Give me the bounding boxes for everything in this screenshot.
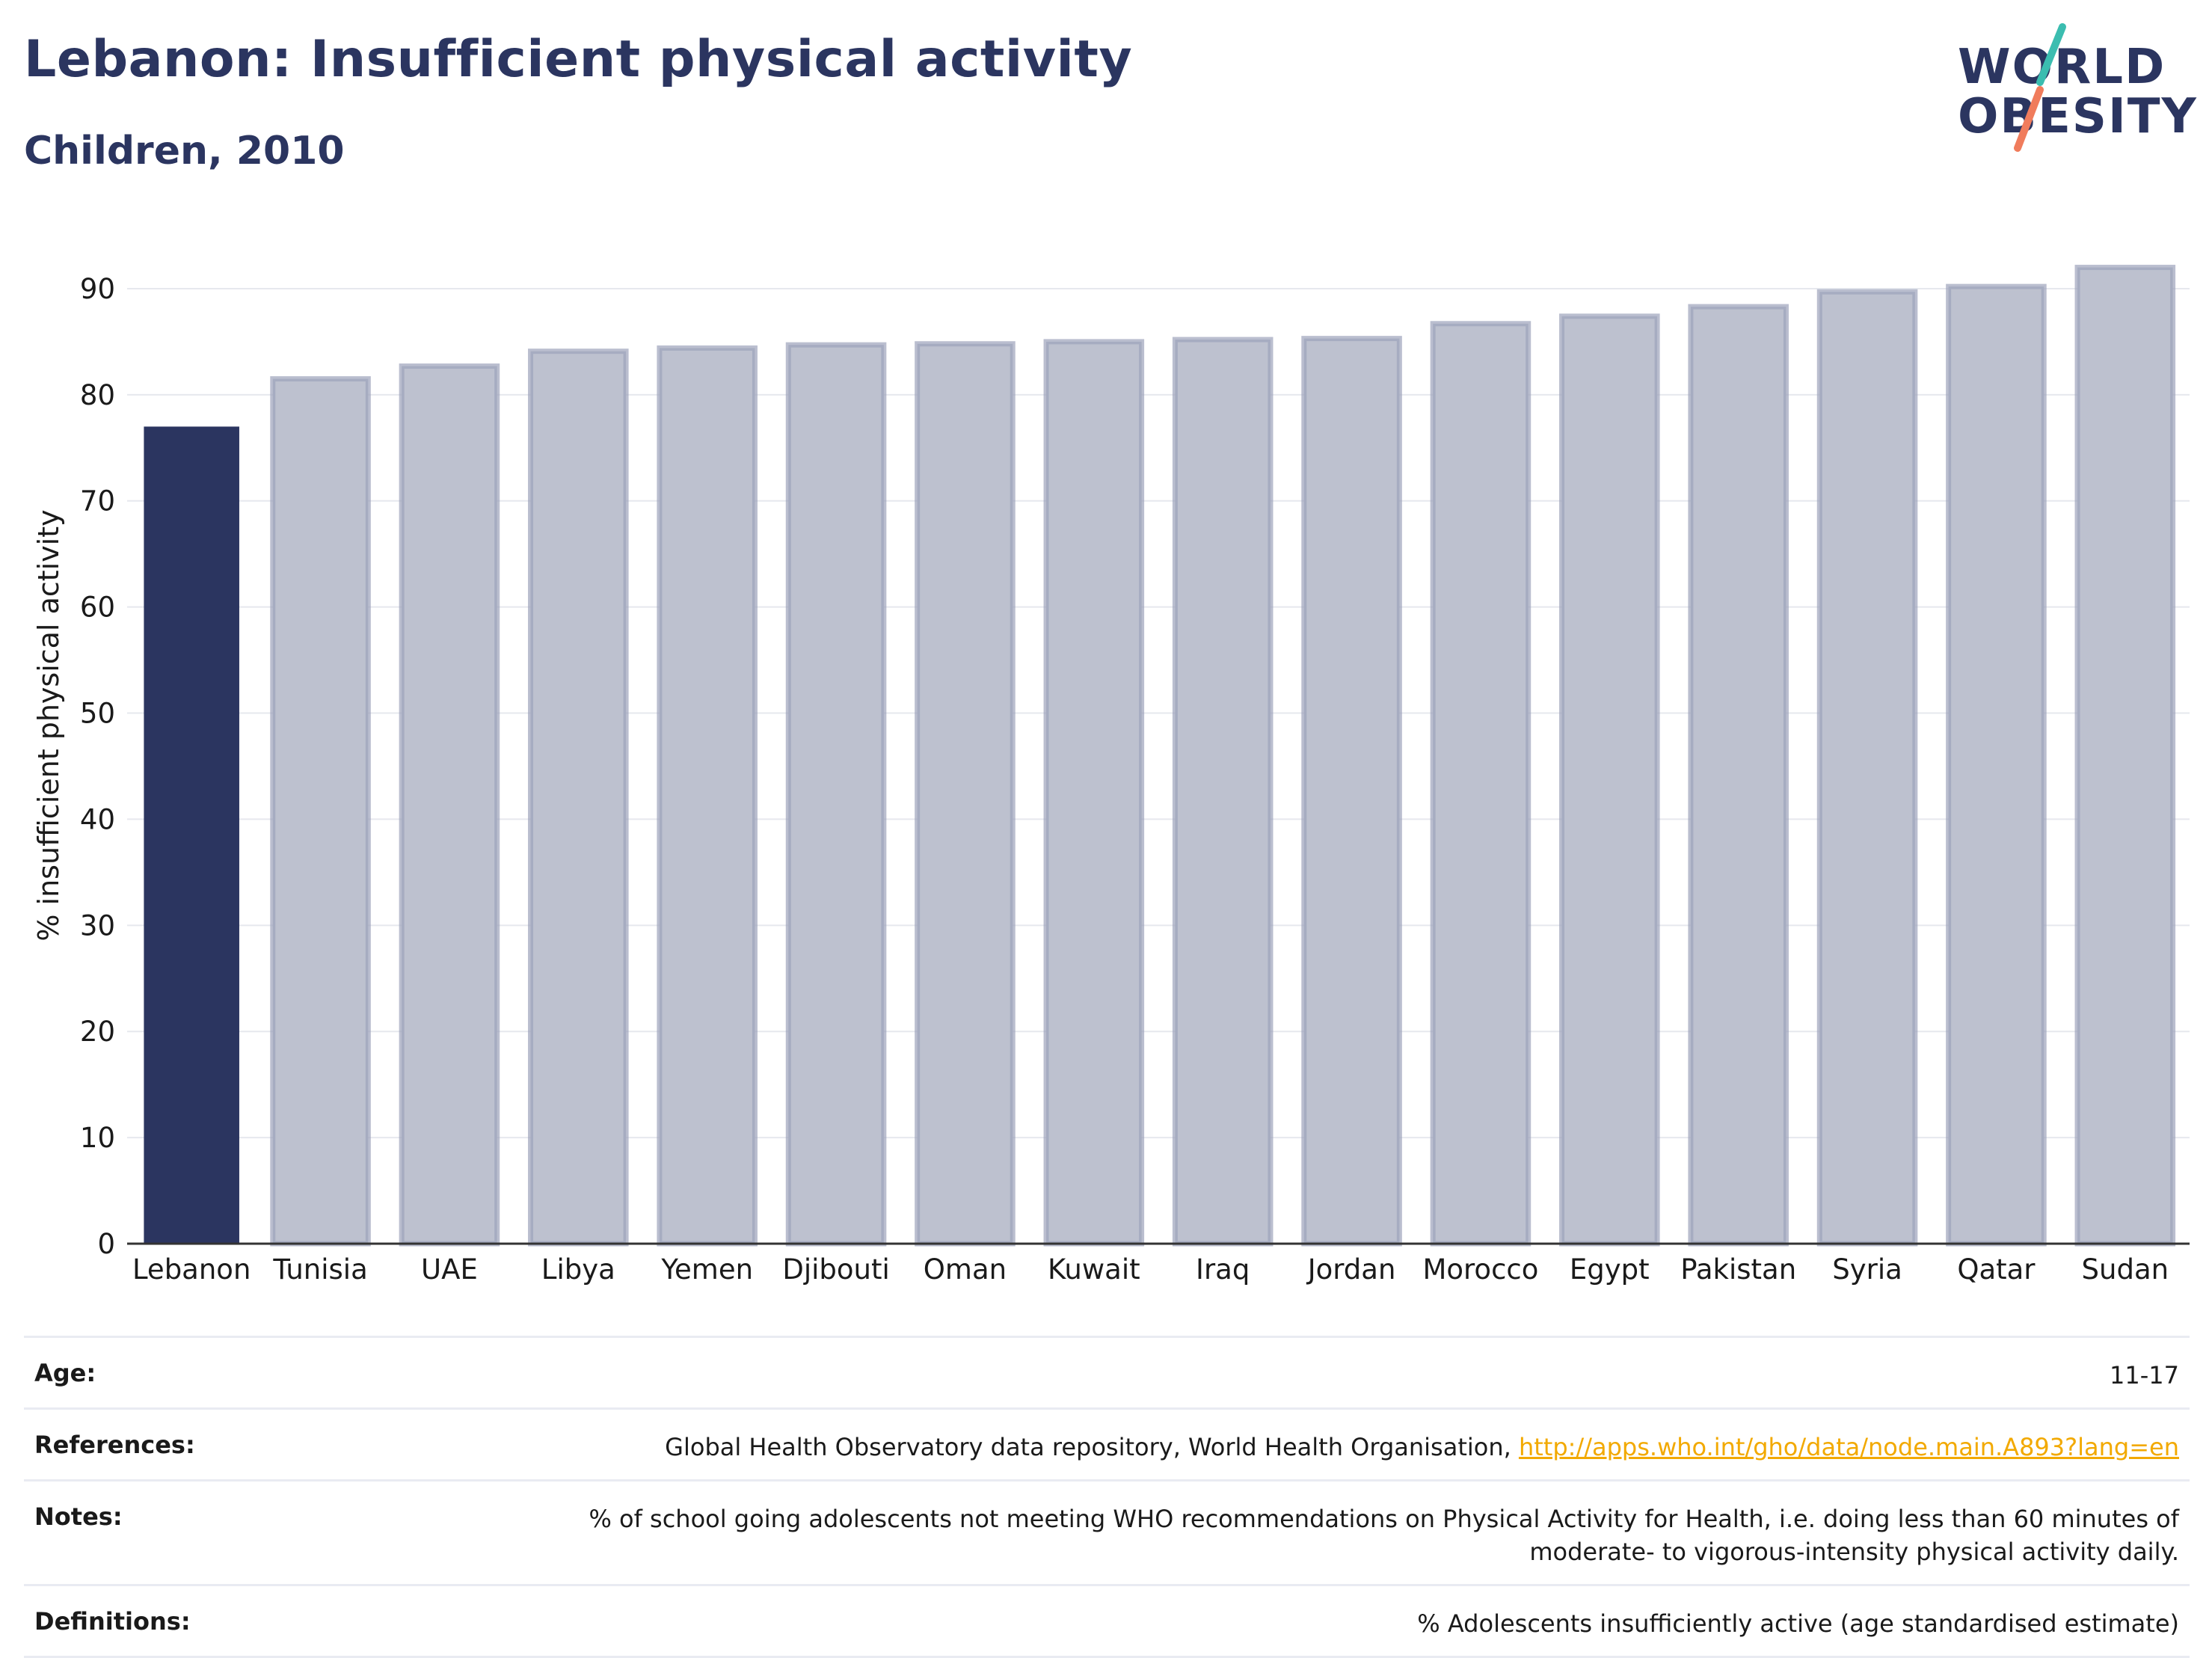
x-tick-label-libya: Libya [541, 1253, 615, 1286]
meta-row-notes: Notes: % of school going adolescents not… [24, 1479, 2190, 1585]
x-tick-label-yemen: Yemen [660, 1253, 753, 1286]
logo-line-2: OBESITY [1958, 89, 2198, 144]
x-tick-label-egypt: Egypt [1570, 1253, 1650, 1286]
logo-slash-icon [2014, 23, 2066, 152]
bar-uae[interactable] [399, 363, 500, 1247]
x-tick-label-sudan: Sudan [2082, 1253, 2169, 1286]
references-text: Global Health Observatory data repositor… [665, 1432, 1511, 1461]
x-tick-label-syria: Syria [1832, 1253, 1902, 1286]
bar-yemen[interactable] [657, 345, 758, 1247]
x-tick-label-kuwait: Kuwait [1048, 1253, 1140, 1286]
meta-row-age: Age: 11-17 [24, 1336, 2190, 1407]
y-tick-label: 20 [80, 1016, 115, 1048]
y-tick-label: 90 [80, 273, 115, 305]
age-label: Age: [34, 1359, 96, 1387]
logo-line-1: WORLD [1958, 40, 2166, 95]
bar-iraq[interactable] [1172, 337, 1274, 1247]
bar-chart: 0 10 20 30 40 50 60 70 80 90 Lebanon Tunisia UAE Liby… [32, 265, 2190, 1286]
x-tick-label-tunisia: Tunisia [272, 1253, 367, 1286]
y-tick-label: 80 [80, 379, 115, 411]
bar-kuwait[interactable] [1043, 339, 1145, 1247]
chart-subtitle: Children, 2010 [24, 129, 345, 174]
x-tick-label-iraq: Iraq [1196, 1253, 1250, 1286]
bar-egypt[interactable] [1559, 313, 1660, 1247]
definitions-label: Definitions: [34, 1607, 191, 1636]
bar-syria[interactable] [1816, 289, 1918, 1247]
y-tick-label: 0 [97, 1228, 115, 1260]
bar-morocco[interactable] [1430, 321, 1531, 1247]
x-tick-label-qatar: Qatar [1957, 1253, 2036, 1286]
x-tick-label-morocco: Morocco [1422, 1253, 1538, 1286]
y-tick-label: 30 [80, 909, 115, 942]
x-tick-label-oman: Oman [924, 1253, 1007, 1286]
definitions-value: % Adolescents insufficiently active (age… [1417, 1609, 2179, 1639]
bar-sudan[interactable] [2074, 265, 2176, 1247]
y-axis-title: % insufficient physical activity [32, 509, 65, 941]
references-link[interactable]: http://apps.who.int/gho/data/node.main.A… [1518, 1432, 2179, 1461]
age-value: 11-17 [2110, 1361, 2179, 1390]
meta-row-references: References: Global Health Observatory da… [24, 1407, 2190, 1479]
notes-line-2: moderate- to vigorous-intensity physical… [1529, 1538, 2179, 1567]
notes-value: % of school going adolescents not meetin… [589, 1502, 2179, 1570]
bar-jordan[interactable] [1301, 336, 1402, 1247]
axes: 0 10 20 30 40 50 60 70 80 90 Lebanon Tunisia UAE Liby… [80, 273, 2190, 1286]
bar-oman[interactable] [915, 341, 1016, 1247]
chart-title: Lebanon: Insufficient physical activity [24, 30, 1133, 89]
x-tick-label-uae: UAE [421, 1253, 478, 1286]
bar-tunisia[interactable] [270, 376, 371, 1247]
x-tick-label-djibouti: Djibouti [782, 1253, 889, 1286]
metadata-table: Age: 11-17 References: Global Health Obs… [24, 1336, 2190, 1658]
notes-label: Notes: [34, 1502, 123, 1531]
y-tick-label: 70 [80, 485, 115, 518]
y-tick-label: 40 [80, 803, 115, 835]
y-tick-label: 60 [80, 592, 115, 624]
bar-djibouti[interactable] [785, 342, 887, 1247]
bar-libya[interactable] [528, 349, 629, 1247]
references-label: References: [34, 1430, 195, 1459]
y-tick-label: 10 [80, 1122, 115, 1154]
x-tick-label-pakistan: Pakistan [1680, 1253, 1796, 1286]
y-tick-label: 50 [80, 698, 115, 730]
x-tick-label-jordan: Jordan [1306, 1253, 1396, 1286]
notes-line-1: % of school going adolescents not meetin… [589, 1504, 2179, 1533]
bar-lebanon[interactable] [144, 426, 239, 1244]
bar-qatar[interactable] [1946, 283, 2047, 1247]
bars [144, 265, 2176, 1247]
bar-pakistan[interactable] [1688, 304, 1789, 1247]
x-tick-label-lebanon: Lebanon [132, 1253, 251, 1286]
references-value: Global Health Observatory data repositor… [665, 1431, 2179, 1464]
meta-row-definitions: Definitions: % Adolescents insufficientl… [24, 1584, 2190, 1658]
world-obesity-logo: WORLD OBESITY [1944, 21, 2199, 163]
